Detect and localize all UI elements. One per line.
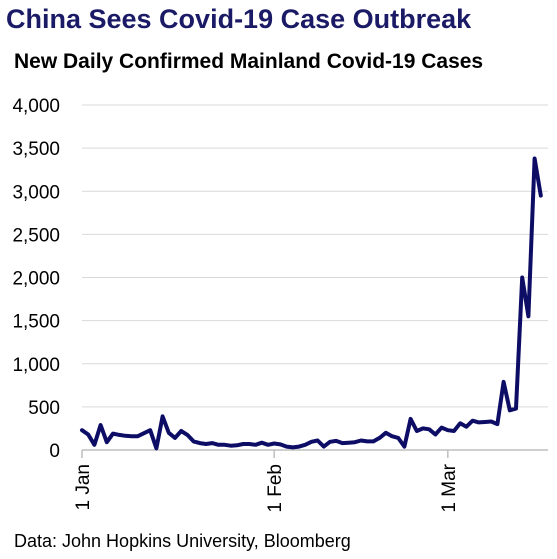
y-tick-label: 3,500 <box>12 139 60 160</box>
y-tick-label: 2,000 <box>12 269 60 290</box>
chart-subtitle: New Daily Confirmed Mainland Covid-19 Ca… <box>14 50 484 73</box>
y-tick-label: 2,500 <box>12 225 60 246</box>
x-tick-label: 1 Jan <box>73 464 94 510</box>
y-tick-label: 500 <box>28 398 60 419</box>
y-tick-label: 1,000 <box>12 355 60 376</box>
y-tick-label: 1,500 <box>12 312 60 333</box>
y-tick-label: 0 <box>49 441 60 462</box>
source-note: Data: John Hopkins University, Bloomberg <box>14 531 351 551</box>
x-tick-label: 1 Feb <box>265 464 286 513</box>
chart-title: China Sees Covid-19 Case Outbreak <box>6 4 472 34</box>
x-tick-label: 1 Mar <box>439 463 460 512</box>
y-tick-label: 4,000 <box>12 96 60 117</box>
y-tick-label: 3,000 <box>12 182 60 203</box>
series-line <box>80 156 543 451</box>
